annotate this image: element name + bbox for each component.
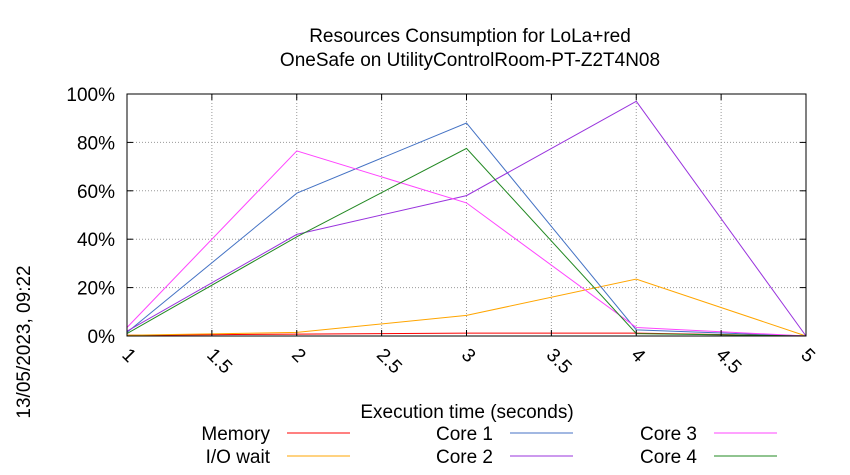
legend-label-core-2: Core 2 — [436, 447, 493, 468]
chart-subtitle: OneSafe on UtilityControlRoom-PT-Z2T4N08 — [280, 50, 660, 71]
series-line-core-2 — [126, 100, 807, 337]
x-axis-label: Execution time (seconds) — [360, 402, 573, 423]
x-tick-label: 2 — [287, 345, 309, 367]
y-tick-label: 0% — [88, 327, 116, 348]
series-line-i-o-wait — [126, 278, 807, 337]
legend-label-core-1: Core 1 — [436, 424, 493, 445]
x-tick-label: 3 — [457, 345, 479, 367]
chart-title: Resources Consumption for LoLa+red — [309, 26, 631, 47]
legend-label-i-o-wait: I/O wait — [206, 447, 271, 468]
legend-label-core-4: Core 4 — [640, 447, 697, 468]
x-tick-label: 4 — [627, 345, 650, 368]
x-tick-label: 5 — [796, 345, 818, 367]
y-tick-label: 80% — [77, 133, 115, 154]
x-tick-label: 2.5 — [372, 345, 406, 379]
x-tick-label: 4.5 — [712, 345, 746, 379]
y-tick-label: 60% — [77, 182, 115, 203]
series-line-core-3 — [126, 150, 807, 337]
timestamp-label: 13/05/2023, 09:22 — [14, 265, 35, 418]
legend-label-core-3: Core 3 — [640, 424, 697, 445]
x-tick-label: 1.5 — [202, 345, 236, 379]
y-tick-label: 100% — [66, 85, 115, 106]
legend-label-memory: Memory — [201, 424, 270, 445]
y-tick-label: 20% — [77, 279, 115, 300]
y-tick-label: 40% — [77, 230, 115, 251]
x-tick-label: 1 — [117, 345, 139, 367]
grid-lines — [127, 94, 806, 336]
series-line-core-4 — [126, 147, 807, 337]
series-line-core-1 — [126, 122, 807, 337]
x-tick-label: 3.5 — [542, 345, 576, 379]
